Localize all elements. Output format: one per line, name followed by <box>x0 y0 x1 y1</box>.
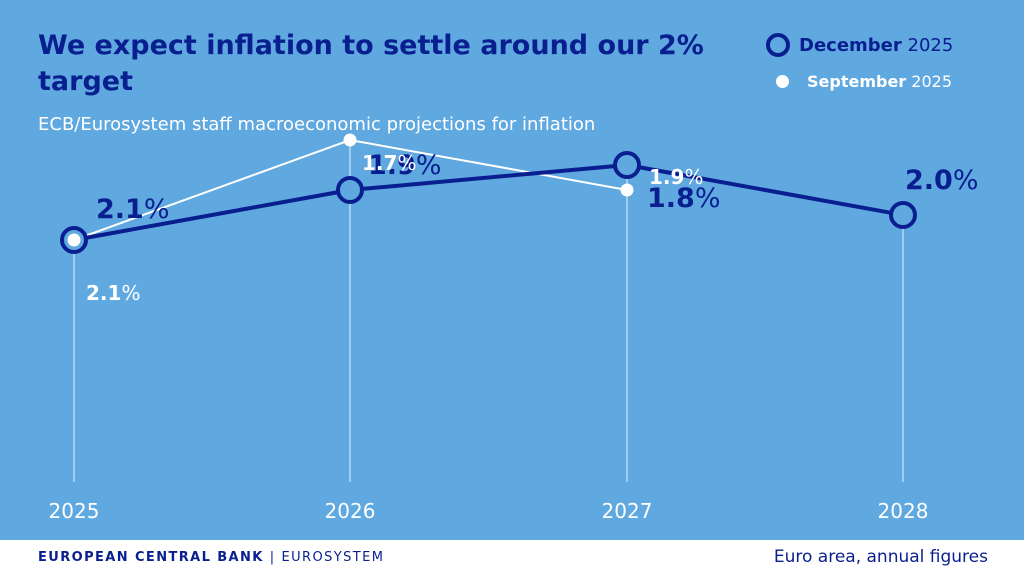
dot-marker-icon <box>776 75 789 88</box>
chart-subtitle: ECB/Eurosystem staff macroeconomic proje… <box>38 114 596 135</box>
value-number: 1.9 <box>649 165 684 189</box>
x-tick-label: 2026 <box>325 499 376 523</box>
value-number: 1.7 <box>362 151 397 175</box>
data-point-december <box>613 151 641 179</box>
footer: EUROPEAN CENTRAL BANK | EUROSYSTEM Euro ar… <box>0 540 1024 576</box>
data-point-september <box>343 133 357 147</box>
value-unit: % <box>684 165 703 189</box>
legend-item-september: September 2025 <box>776 72 952 91</box>
value-number: 2.0 <box>905 165 953 196</box>
data-label-september: 1.7% <box>362 151 416 175</box>
data-point-december <box>336 176 364 204</box>
value-unit: % <box>416 150 442 181</box>
data-label-september: 2.1% <box>86 281 140 305</box>
series-line-december <box>73 163 904 242</box>
data-label-september: 1.9% <box>649 165 703 189</box>
value-unit: % <box>121 281 140 305</box>
value-number: 2.1 <box>86 281 121 305</box>
chart-title: We expect inflation to settle around our… <box>38 30 704 97</box>
legend-label-december: December 2025 <box>799 34 954 56</box>
value-unit: % <box>397 151 416 175</box>
x-tick-label: 2028 <box>878 499 929 523</box>
brand-logo: EUROPEAN CENTRAL BANK | EUROSYSTEM <box>38 550 385 565</box>
data-point-september <box>620 183 634 197</box>
data-label-december: 1.8% <box>647 183 721 214</box>
footnote: Euro area, annual figures <box>773 547 988 567</box>
legend-label-september: September 2025 <box>807 72 953 91</box>
value-number: 1.9 <box>368 150 416 181</box>
data-point-december <box>889 201 917 229</box>
value-unit: % <box>695 183 721 214</box>
x-tick-label: 2025 <box>49 499 100 523</box>
value-unit: % <box>953 165 979 196</box>
line-chart: 2025 2026 2027 20282.1%1.9%1.8%2.0%2.1%1.7%… <box>49 133 979 523</box>
legend-item-december: December 2025 <box>766 33 953 57</box>
x-tick-label: 2027 <box>602 499 653 523</box>
data-label-december: 2.1% <box>96 194 170 225</box>
value-number: 1.8 <box>647 183 695 214</box>
ring-marker-icon <box>766 33 790 57</box>
value-unit: % <box>144 194 170 225</box>
data-label-december: 1.9% <box>368 150 442 181</box>
infographic-card: We expect inflation to settle around our… <box>0 0 1024 540</box>
data-label-december: 2.0% <box>905 165 979 196</box>
value-number: 2.1 <box>96 194 144 225</box>
data-point-september <box>67 233 81 247</box>
